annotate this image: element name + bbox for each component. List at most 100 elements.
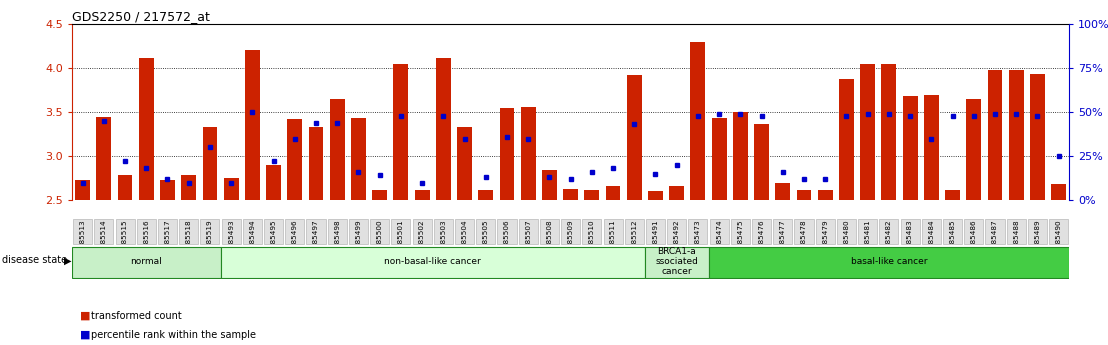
FancyBboxPatch shape <box>328 219 347 244</box>
Bar <box>287 119 302 200</box>
Bar <box>75 180 90 200</box>
Text: GSM85511: GSM85511 <box>611 219 616 259</box>
Bar <box>860 64 875 200</box>
Bar <box>690 42 706 200</box>
Text: GSM85517: GSM85517 <box>164 219 171 259</box>
Bar <box>479 189 493 200</box>
Bar <box>563 189 578 200</box>
Bar <box>372 190 387 200</box>
Bar <box>669 186 684 200</box>
FancyBboxPatch shape <box>1007 219 1026 244</box>
FancyBboxPatch shape <box>943 219 962 244</box>
Bar <box>160 180 175 200</box>
Bar <box>138 58 154 200</box>
Bar <box>521 107 535 200</box>
Text: GDS2250 / 217572_at: GDS2250 / 217572_at <box>72 10 209 23</box>
Bar <box>414 189 430 200</box>
FancyBboxPatch shape <box>264 219 284 244</box>
Text: GSM85477: GSM85477 <box>780 219 786 259</box>
Bar <box>435 58 451 200</box>
FancyBboxPatch shape <box>985 219 1005 244</box>
FancyBboxPatch shape <box>645 247 708 278</box>
FancyBboxPatch shape <box>433 219 453 244</box>
Bar <box>903 96 917 200</box>
FancyBboxPatch shape <box>858 219 878 244</box>
Text: GSM85481: GSM85481 <box>864 219 871 259</box>
Bar <box>945 189 960 200</box>
Bar <box>711 118 727 200</box>
Text: GSM85514: GSM85514 <box>101 219 106 259</box>
Text: GSM85513: GSM85513 <box>80 219 85 259</box>
Bar <box>542 170 557 200</box>
Bar <box>987 70 1003 200</box>
FancyBboxPatch shape <box>519 219 537 244</box>
FancyBboxPatch shape <box>391 219 410 244</box>
Bar <box>351 118 366 200</box>
Text: normal: normal <box>131 257 162 266</box>
Bar <box>96 117 111 200</box>
FancyBboxPatch shape <box>731 219 750 244</box>
Text: GSM85510: GSM85510 <box>588 219 595 259</box>
FancyBboxPatch shape <box>773 219 792 244</box>
Text: GSM85499: GSM85499 <box>356 219 361 259</box>
FancyBboxPatch shape <box>201 219 219 244</box>
Text: GSM85487: GSM85487 <box>992 219 998 259</box>
FancyBboxPatch shape <box>72 247 220 278</box>
Text: basal-like cancer: basal-like cancer <box>851 257 927 266</box>
FancyBboxPatch shape <box>901 219 920 244</box>
Text: GSM85515: GSM85515 <box>122 219 129 259</box>
FancyBboxPatch shape <box>646 219 665 244</box>
FancyBboxPatch shape <box>136 219 156 244</box>
Text: GSM85507: GSM85507 <box>525 219 531 259</box>
Bar <box>393 64 409 200</box>
Bar <box>1030 74 1045 200</box>
Bar <box>755 124 769 200</box>
FancyBboxPatch shape <box>708 247 1069 278</box>
Bar <box>245 50 259 200</box>
Bar <box>839 79 854 200</box>
FancyBboxPatch shape <box>476 219 495 244</box>
Text: GSM85509: GSM85509 <box>567 219 574 259</box>
Bar <box>732 112 748 200</box>
Text: GSM85486: GSM85486 <box>971 219 977 259</box>
Text: non-basal-like cancer: non-basal-like cancer <box>384 257 481 266</box>
FancyBboxPatch shape <box>815 219 834 244</box>
Text: GSM85478: GSM85478 <box>801 219 807 259</box>
Text: GSM85518: GSM85518 <box>186 219 192 259</box>
Text: GSM85489: GSM85489 <box>1035 219 1040 259</box>
Bar <box>1051 184 1066 200</box>
Text: GSM85479: GSM85479 <box>822 219 828 259</box>
FancyBboxPatch shape <box>561 219 581 244</box>
Bar <box>818 189 832 200</box>
FancyBboxPatch shape <box>73 219 92 244</box>
Text: BRCA1-a
ssociated
cancer: BRCA1-a ssociated cancer <box>655 247 698 276</box>
FancyBboxPatch shape <box>158 219 177 244</box>
FancyBboxPatch shape <box>604 219 623 244</box>
Text: GSM85505: GSM85505 <box>483 219 489 259</box>
FancyBboxPatch shape <box>285 219 305 244</box>
FancyBboxPatch shape <box>837 219 856 244</box>
FancyBboxPatch shape <box>370 219 389 244</box>
Text: GSM85474: GSM85474 <box>716 219 722 259</box>
FancyBboxPatch shape <box>115 219 134 244</box>
Bar <box>500 108 514 200</box>
FancyBboxPatch shape <box>583 219 602 244</box>
Text: GSM85498: GSM85498 <box>335 219 340 259</box>
Bar <box>606 186 620 200</box>
Bar <box>584 189 599 200</box>
Text: GSM85476: GSM85476 <box>759 219 765 259</box>
Bar <box>458 127 472 200</box>
Text: GSM85512: GSM85512 <box>632 219 637 259</box>
Text: percentile rank within the sample: percentile rank within the sample <box>91 330 256 339</box>
Text: GSM85475: GSM85475 <box>737 219 743 259</box>
Bar <box>627 75 642 200</box>
Bar <box>966 99 982 200</box>
Text: GSM85504: GSM85504 <box>462 219 468 259</box>
Text: GSM85490: GSM85490 <box>1056 219 1061 259</box>
FancyBboxPatch shape <box>1028 219 1047 244</box>
FancyBboxPatch shape <box>922 219 941 244</box>
Bar <box>309 127 324 200</box>
Text: GSM85506: GSM85506 <box>504 219 510 259</box>
Bar <box>224 178 238 200</box>
Text: GSM85516: GSM85516 <box>143 219 150 259</box>
